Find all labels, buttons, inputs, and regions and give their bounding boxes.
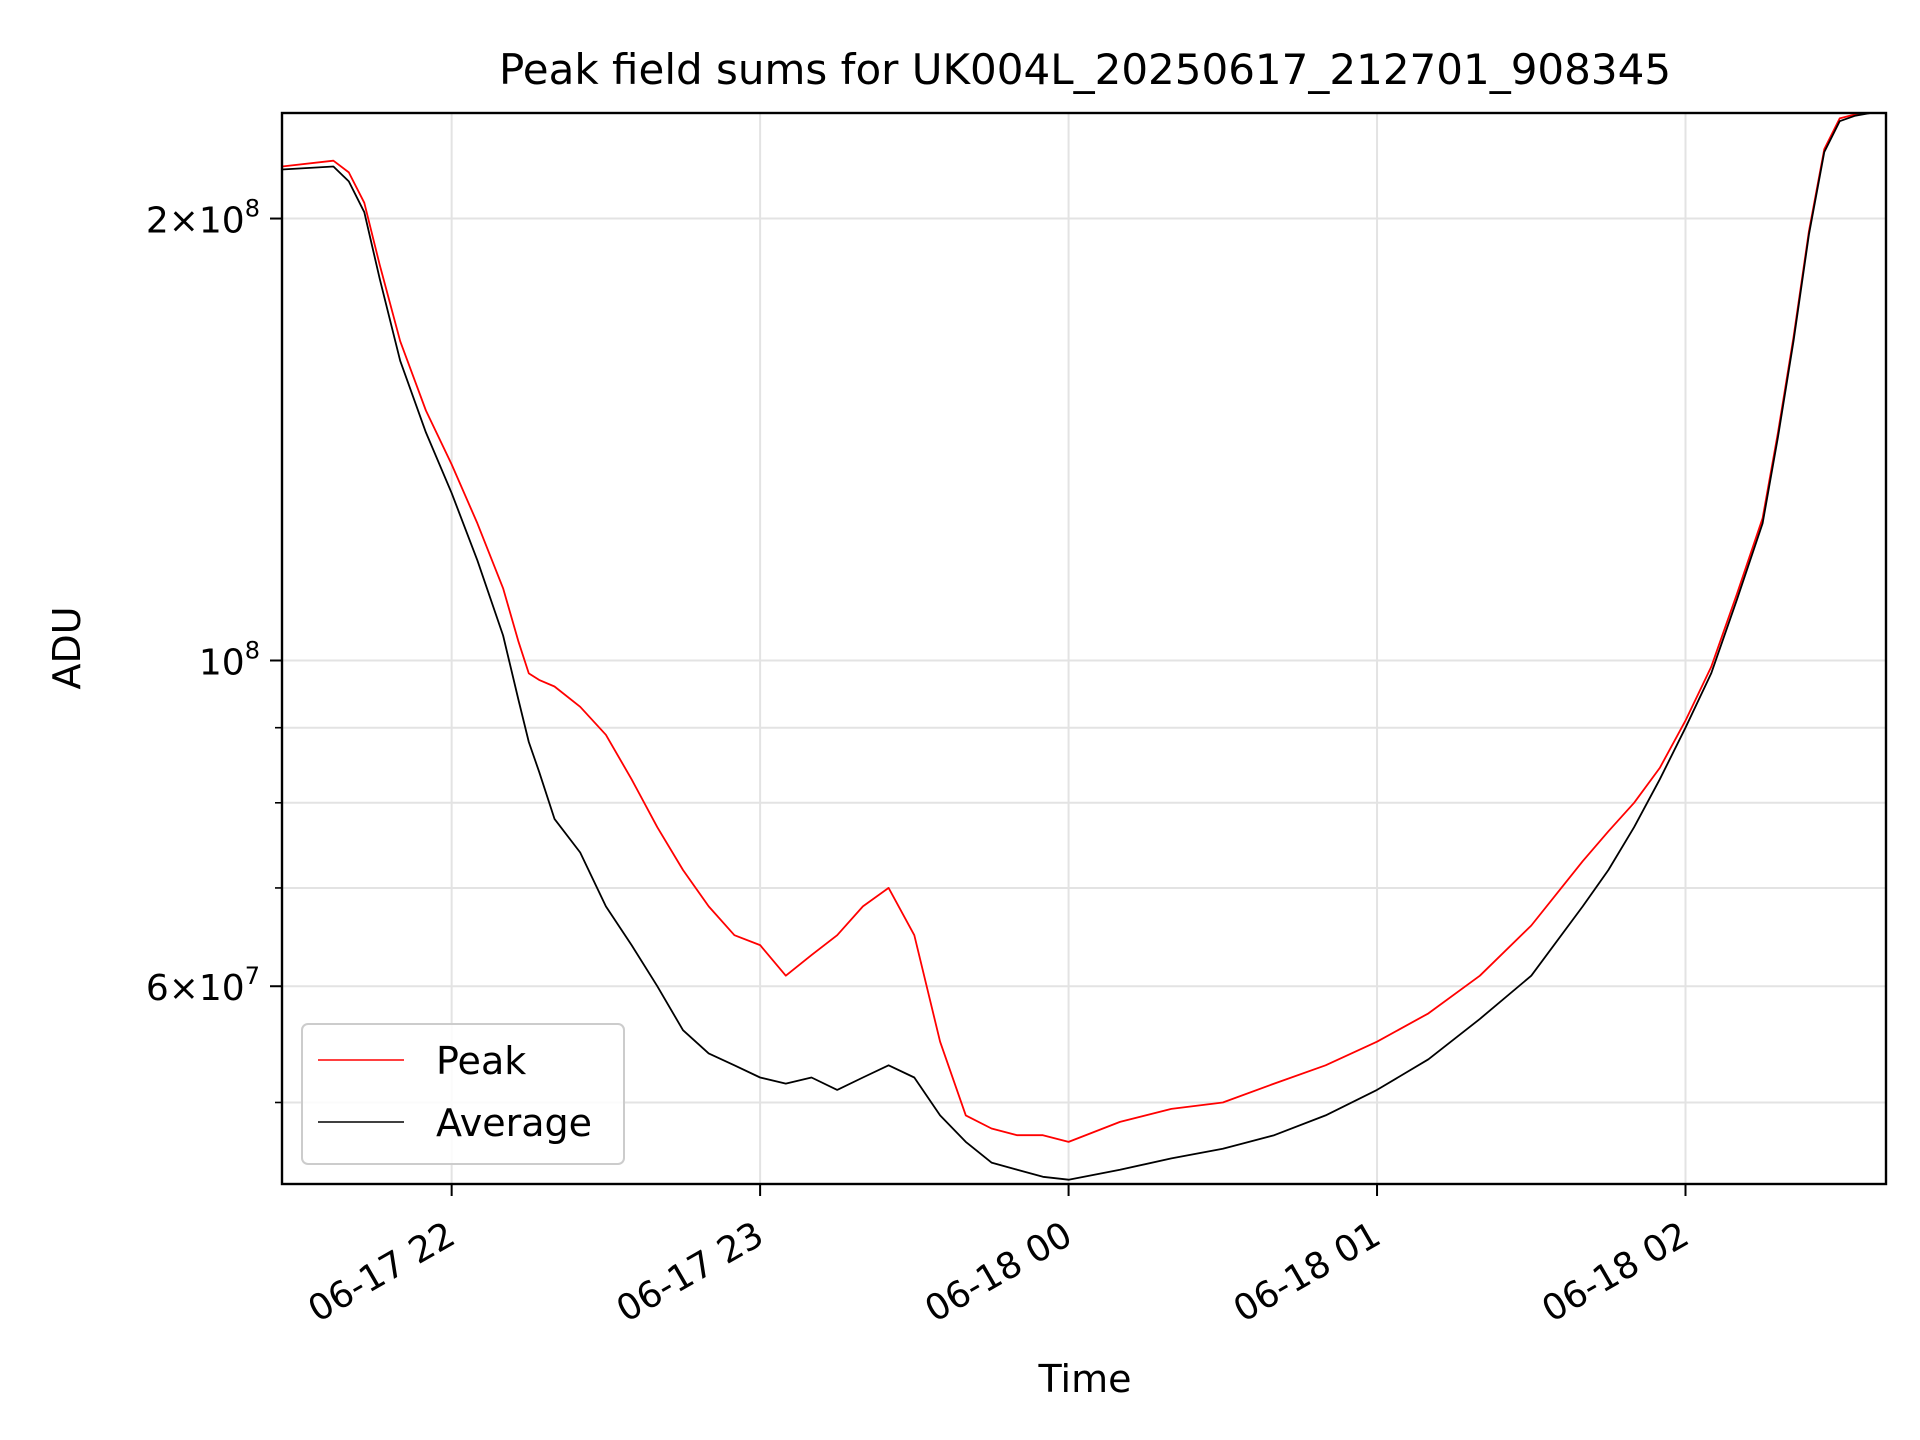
legend: Peak Average [301, 1023, 625, 1165]
legend-label-average: Average [436, 1101, 592, 1145]
y-tick-label-base: 6×10 [146, 968, 245, 1009]
y-tick-label: 6×107 [146, 962, 260, 1009]
y-tick-label-exponent: 7 [245, 962, 260, 990]
x-tick-label: 06-17 23 [610, 1214, 771, 1330]
chart-title: Peak field sums for UK004L_20250617_2127… [499, 45, 1671, 94]
series-line-peak [281, 112, 1886, 1143]
series-layer [281, 112, 1886, 1181]
y-tick-label: 2×108 [146, 195, 260, 242]
y-tick-label-exponent: 8 [245, 637, 260, 665]
y-tick-label: 108 [199, 637, 260, 684]
y-axis-label: ADU [45, 606, 89, 689]
x-tick-label: 06-18 01 [1227, 1214, 1388, 1330]
x-axis-label: Time [1038, 1357, 1132, 1401]
x-tick-label: 06-18 00 [918, 1214, 1079, 1330]
x-tick-label: 06-17 22 [301, 1214, 462, 1330]
plot-frame [280, 111, 1888, 1186]
x-axis-ticks: 06-17 22 06-17 23 06-18 00 06-18 01 06-18 02 [301, 1184, 1696, 1331]
x-tick-label: 06-18 02 [1535, 1214, 1696, 1330]
legend-box [301, 1023, 625, 1165]
y-tick-label-base: 10 [199, 643, 245, 684]
y-tick-label-exponent: 8 [245, 195, 260, 223]
y-tick-label-base: 2×10 [146, 201, 245, 242]
series-line-average [281, 112, 1886, 1181]
legend-label-peak: Peak [436, 1039, 526, 1083]
